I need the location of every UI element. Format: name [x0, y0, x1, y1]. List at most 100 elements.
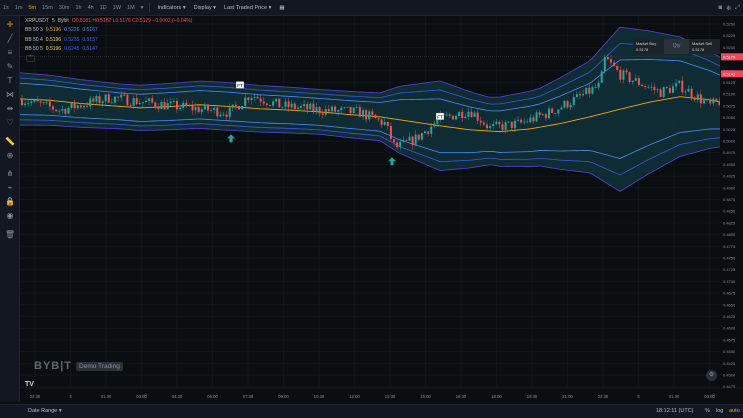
candle-body	[278, 98, 281, 108]
text-icon[interactable]: T	[7, 76, 13, 85]
log-toggle[interactable]: log	[716, 408, 724, 414]
price-tick-label: 0.4600	[723, 326, 736, 331]
zoom-icon[interactable]: ⊕	[6, 151, 14, 160]
timeframe-15m[interactable]: 15m	[42, 4, 53, 11]
candle-body	[455, 115, 457, 120]
chevron-down-icon[interactable]: ▾	[140, 4, 144, 11]
candle-body	[693, 97, 696, 100]
candle-body	[476, 112, 479, 121]
lower-band-3	[20, 114, 720, 159]
time-tick-label: 21:00	[562, 394, 573, 399]
candle-body	[718, 100, 721, 105]
ft-marker-label: FT	[437, 114, 443, 119]
indicators-button[interactable]: Indicators ▾	[153, 0, 189, 16]
timeframe-1d[interactable]: 1D	[99, 4, 107, 11]
time-tick-label: 13:30	[385, 394, 396, 399]
candle-body	[132, 98, 135, 106]
price-type-caret-icon: ▾	[268, 4, 272, 11]
candle-body	[296, 107, 299, 109]
date-range-caret-icon: ▾	[58, 408, 62, 414]
utc-clock[interactable]: 18:12:11 (UTC)	[656, 408, 694, 414]
price-tick-label: 0.4525	[723, 361, 736, 366]
bb5-label: BB 50 5	[25, 45, 43, 52]
candle-body	[334, 106, 337, 112]
auto-toggle[interactable]: auto	[729, 408, 740, 414]
date-range-button[interactable]: Date Range ▾	[28, 408, 62, 414]
candle-body	[362, 110, 364, 117]
bb5-row[interactable]: BB 50 5 0.5196 0.5245 0.5147	[25, 45, 192, 54]
gear-icon[interactable]: ✻	[726, 5, 732, 12]
candle-body	[321, 113, 324, 115]
timeframe-4h[interactable]: 4h	[87, 4, 94, 11]
bb4-row[interactable]: BB 50 4 0.5196 0.5235 0.5157	[25, 36, 192, 45]
time-axis[interactable]: 22:30 4 01:30 03:00 04:30 06:00 07:30 09:00 10:3…	[20, 387, 743, 404]
percent-toggle[interactable]: %	[705, 408, 710, 414]
candle-body	[287, 101, 290, 108]
timeframe-1m[interactable]: 1m	[14, 4, 23, 11]
heart-icon[interactable]: ♡	[6, 118, 14, 127]
candle-body	[625, 70, 628, 73]
bb3-basis: 0.5196	[45, 27, 62, 34]
timeframe-1h[interactable]: 1h	[75, 4, 82, 11]
eye-icon[interactable]: ◉	[6, 211, 14, 220]
timeframe-1s[interactable]: 1s	[3, 4, 9, 11]
trash-icon[interactable]: 🗑	[4, 230, 16, 239]
pattern-icon[interactable]: ⋈	[6, 90, 14, 99]
market-buy-label: Market Buy	[636, 41, 657, 46]
pen-icon[interactable]: ✎	[6, 62, 14, 71]
candle-body	[33, 99, 36, 102]
chart-settings-icon[interactable]: ⚙	[706, 370, 717, 381]
bb3-row[interactable]: BB 50 3 0.5196 0.5226 0.5167	[25, 26, 192, 35]
measure-icon[interactable]: ⇹	[6, 104, 14, 113]
price-type-label: Last Traded Price	[223, 4, 268, 11]
candle-body	[343, 107, 346, 109]
time-tick-label: 07:30	[243, 394, 254, 399]
display-button[interactable]: Display ▾	[190, 0, 220, 16]
candle-body	[250, 97, 253, 101]
layout-grid-icon[interactable]: ▦	[279, 4, 285, 11]
timeframe-5m[interactable]: 5m	[28, 4, 37, 11]
trend-line-icon[interactable]: ╱	[7, 34, 13, 43]
candle-body	[21, 98, 23, 106]
candle-body	[259, 98, 262, 102]
lock-icon[interactable]: 🔒	[5, 197, 15, 206]
candle-body	[281, 106, 284, 108]
crosshair-icon[interactable]: ✛	[6, 20, 14, 29]
candle-body	[36, 99, 39, 102]
candle-body	[117, 96, 120, 98]
timeframe-30m[interactable]: 30m	[58, 4, 70, 11]
magnet-icon[interactable]: ⋔	[6, 169, 14, 178]
price-type-dropdown[interactable]: Last Traded Price ▾	[220, 0, 275, 16]
market-sell-button[interactable]: Market Sell 0.5178	[689, 39, 720, 54]
candle-body	[572, 97, 575, 105]
candle-body	[73, 102, 76, 109]
camera-icon[interactable]: ◙	[718, 5, 723, 11]
price-tick-label: 0.5125	[723, 80, 736, 85]
candle-body	[244, 97, 247, 106]
timeframe-1mo[interactable]: 1M	[127, 4, 135, 11]
fullscreen-icon[interactable]: ⤢	[735, 4, 740, 11]
candle-body	[461, 111, 464, 119]
horizontal-lines-icon[interactable]: ≡	[7, 48, 13, 57]
candle-body	[641, 84, 643, 87]
candle-body	[380, 119, 383, 125]
symbol-row: XRPUSDT 5 Bybit O0.5181 H0.5182 L0.5176 …	[25, 17, 192, 26]
legend-collapse-button[interactable]: ⌃	[26, 55, 35, 62]
candle-body	[408, 136, 411, 141]
candle-body	[52, 106, 54, 110]
symbol-name[interactable]: XRPUSDT	[25, 18, 49, 24]
timeframe-1w[interactable]: 1W	[112, 4, 122, 11]
candle-body	[213, 107, 216, 111]
candle-body	[445, 114, 448, 116]
price-axis[interactable]: 0.52500.52250.52000.51750.51500.51250.51…	[720, 16, 743, 389]
ruler-icon[interactable]: 📏	[5, 137, 15, 146]
brush-icon[interactable]: ⌁	[7, 183, 13, 192]
candle-body	[148, 98, 151, 101]
tradingview-logo[interactable]: TV	[25, 381, 34, 388]
candle-body	[427, 131, 430, 134]
bb3-upper: 0.5226	[64, 27, 80, 34]
quantity-input[interactable]: Qty	[664, 39, 689, 54]
signal-markers: FT FT	[20, 56, 720, 166]
market-buy-button[interactable]: Market Buy 0.5178	[633, 39, 664, 54]
